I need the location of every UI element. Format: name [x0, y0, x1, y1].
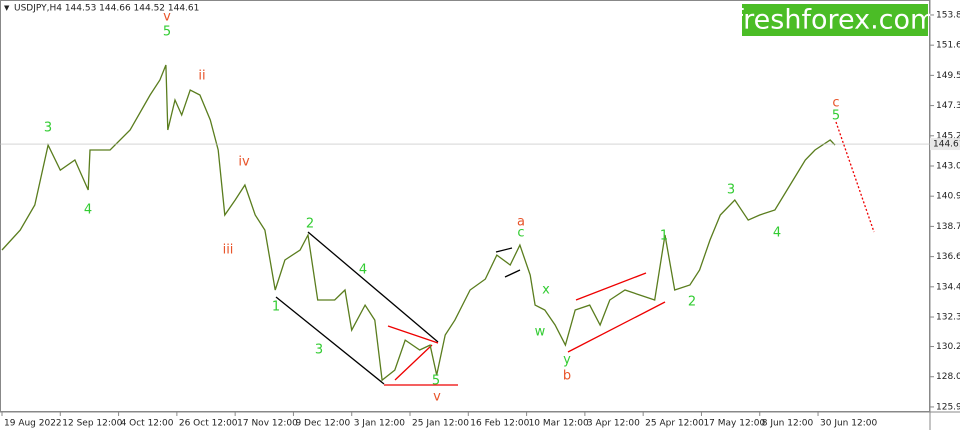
current-price-label: 144.61 — [933, 140, 960, 150]
x-tick-label: 30 Jun 12:00 — [820, 419, 877, 429]
y-tick-label: 145.20 — [936, 131, 960, 141]
x-tick-label: 17 Nov 12:00 — [237, 419, 298, 429]
wave-label: 2 — [688, 295, 696, 310]
header-arrow: ▼ — [4, 4, 10, 12]
wave-label: x — [542, 283, 550, 298]
x-tick-label: 12 Sep 12:00 — [62, 419, 122, 429]
wave-label: 1 — [272, 300, 280, 315]
wave-label: w — [535, 325, 546, 340]
x-tick-label: 16 Feb 12:00 — [470, 419, 529, 429]
x-tick-label: 25 Jan 12:00 — [412, 419, 469, 429]
x-tick-label: 4 Oct 12:00 — [121, 419, 174, 429]
wave-label: 4 — [773, 226, 781, 241]
wave-label: 3 — [727, 183, 735, 198]
x-tick-label: 9 Dec 12:00 — [295, 419, 350, 429]
logo: freshforex.com — [734, 5, 937, 36]
plot-frame — [0, 0, 930, 412]
wave-label: c — [832, 96, 839, 111]
y-tick-label: 153.80 — [936, 10, 960, 20]
wave-label: 1 — [660, 229, 668, 244]
y-tick-label: 125.90 — [936, 402, 960, 412]
wave-label: c — [517, 226, 524, 241]
x-tick-label: 10 Mar 12:00 — [529, 419, 589, 429]
trendlines — [275, 121, 875, 386]
x-tick-label: 17 May 12:00 — [703, 419, 765, 429]
x-tick-label: 19 Aug 2022 — [4, 419, 62, 429]
wave-label: b — [563, 369, 571, 384]
current-price-box — [930, 138, 960, 151]
y-tick-label: 140.90 — [936, 192, 960, 202]
y-tick-label: 138.75 — [936, 222, 960, 232]
wave-label: y — [563, 353, 571, 368]
x-tick-label: 25 Apr 12:00 — [645, 419, 704, 429]
y-tick-label: 134.45 — [936, 282, 960, 292]
wave-label: 5 — [432, 374, 440, 389]
y-tick-label: 128.05 — [936, 372, 960, 382]
wave-label: 3 — [315, 343, 323, 358]
y-tick-label: 132.30 — [936, 313, 960, 323]
wave-label: iv — [238, 155, 250, 170]
y-tick-label: 143.05 — [936, 161, 960, 171]
wave-label: 3 — [44, 121, 52, 136]
logo-box — [742, 4, 928, 36]
y-tick-label: 136.60 — [936, 252, 960, 262]
wave-label: iii — [223, 243, 234, 258]
x-tick-label: 3 Apr 12:00 — [587, 419, 640, 429]
y-tick-label: 151.65 — [936, 41, 960, 51]
wave-label: 4 — [359, 263, 367, 278]
y-tick-label: 147.35 — [936, 101, 960, 111]
wave-label: v — [163, 10, 171, 25]
wave-label: 2 — [306, 217, 314, 232]
wave-label: 5 — [832, 109, 840, 124]
x-tick-label: 8 Jun 12:00 — [762, 419, 814, 429]
x-tick-label: 26 Oct 12:00 — [179, 419, 238, 429]
wave-label: ii — [198, 69, 205, 84]
y-tick-label: 149.50 — [936, 71, 960, 81]
wave-label: 5 — [163, 25, 171, 40]
price-line — [1, 64, 836, 382]
x-tick-label: 3 Jan 12:00 — [354, 419, 406, 429]
symbol-header: USDJPY,H4 144.53 144.66 144.52 144.61 — [14, 4, 199, 14]
y-tick-label: 130.20 — [936, 342, 960, 352]
wave-label: v — [433, 390, 441, 405]
wave-label: a — [517, 215, 525, 230]
wave-label: 4 — [84, 203, 92, 218]
